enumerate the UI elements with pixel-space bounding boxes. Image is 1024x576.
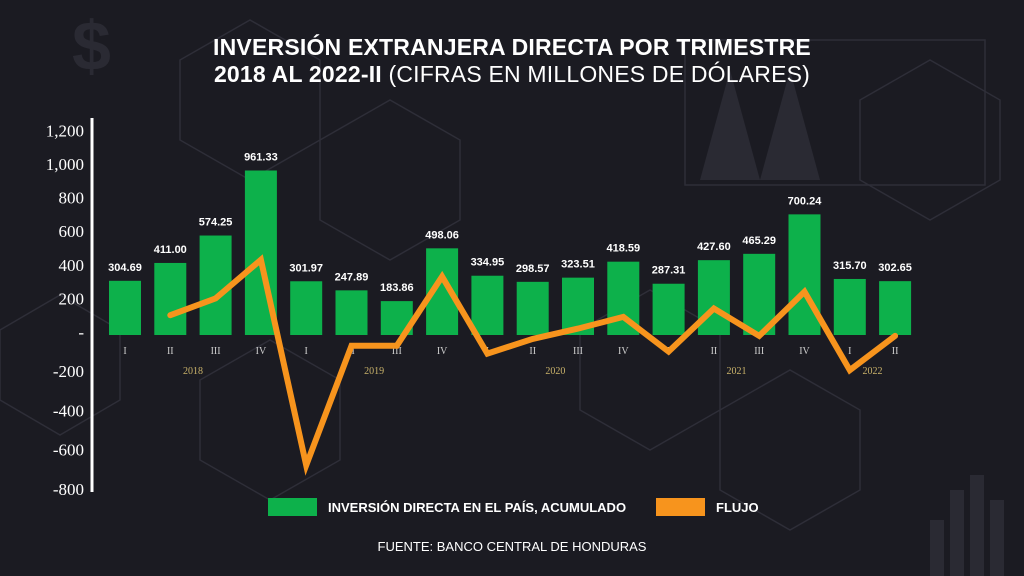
legend-label-line: FLUJO bbox=[716, 499, 759, 515]
bar bbox=[199, 235, 232, 335]
legend-label-bars: INVERSIÓN DIRECTA EN EL PAÍS, ACUMULADO bbox=[328, 499, 627, 515]
x-tick-label: IV bbox=[799, 346, 810, 357]
bar-data-label: 427.60 bbox=[697, 241, 731, 253]
subtitle-period: 2018 AL 2022-II bbox=[213, 61, 382, 87]
bar-data-label: 411.00 bbox=[154, 244, 187, 256]
y-tick-label: 1,000 bbox=[46, 155, 84, 174]
flujo-point bbox=[169, 314, 171, 316]
chart-title: INVERSIÓN EXTRANJERA DIRECTA POR TRIMEST… bbox=[213, 34, 811, 60]
bar bbox=[879, 281, 912, 335]
x-tick-label: III bbox=[573, 346, 583, 357]
flujo-point bbox=[215, 297, 217, 299]
y-tick-label: 400 bbox=[59, 256, 85, 275]
bar bbox=[516, 281, 549, 335]
y-tick-label: -800 bbox=[53, 480, 84, 499]
year-label: 2022 bbox=[862, 366, 882, 377]
subtitle-units: (CIFRAS EN MILLONES DE DÓLARES) bbox=[381, 61, 811, 87]
x-tick-label: II bbox=[167, 346, 174, 357]
bar bbox=[154, 262, 187, 335]
legend-swatch-bars bbox=[268, 498, 317, 516]
bar-data-label: 304.69 bbox=[108, 262, 142, 274]
bar-data-label: 961.33 bbox=[244, 151, 278, 163]
y-tick-label: 800 bbox=[59, 189, 85, 208]
dollar-icon: $ bbox=[72, 7, 111, 85]
bar-data-label: 183.86 bbox=[380, 282, 414, 294]
x-tick-label: II bbox=[892, 346, 899, 357]
y-tick-label: -400 bbox=[53, 401, 84, 420]
bar bbox=[652, 283, 685, 335]
flujo-point bbox=[894, 335, 896, 337]
flujo-point bbox=[849, 369, 851, 371]
flujo-point bbox=[396, 345, 398, 347]
year-label: 2021 bbox=[727, 366, 747, 377]
x-tick-label: I bbox=[848, 346, 851, 357]
bar bbox=[290, 281, 323, 335]
x-tick-label: I bbox=[305, 346, 308, 357]
y-tick-label: -200 bbox=[53, 362, 84, 381]
bar-data-label: 302.65 bbox=[878, 262, 912, 274]
year-label: 2018 bbox=[183, 366, 203, 377]
x-tick-label: I bbox=[123, 346, 126, 357]
bar bbox=[471, 275, 504, 335]
legend-item-line: FLUJO bbox=[656, 498, 759, 516]
year-label: 2019 bbox=[364, 366, 384, 377]
flujo-point bbox=[532, 338, 534, 340]
x-tick-label: IV bbox=[618, 346, 629, 357]
x-tick-label: III bbox=[211, 346, 221, 357]
flujo-point bbox=[577, 328, 579, 330]
y-tick-label: 1,200 bbox=[46, 121, 84, 140]
flujo-point bbox=[351, 345, 352, 347]
bar-data-label: 287.31 bbox=[652, 265, 686, 277]
bar bbox=[833, 278, 866, 335]
x-tick-label: II bbox=[711, 346, 718, 357]
bar-data-label: 247.89 bbox=[335, 271, 369, 283]
flujo-point bbox=[260, 259, 262, 261]
x-tick-label: IV bbox=[256, 346, 267, 357]
y-tick-label: - bbox=[78, 323, 84, 342]
bar-data-label: 301.97 bbox=[289, 262, 323, 274]
bar-data-label: 334.95 bbox=[471, 257, 505, 269]
flujo-point bbox=[804, 291, 805, 293]
bar-data-label: 700.24 bbox=[788, 195, 823, 207]
bar bbox=[109, 280, 141, 335]
bar-data-label: 323.51 bbox=[561, 259, 595, 271]
flujo-point bbox=[622, 316, 624, 318]
x-tick-label: IV bbox=[437, 346, 448, 357]
y-tick-label: 600 bbox=[59, 222, 85, 241]
legend-swatch-line bbox=[656, 498, 705, 516]
flujo-point bbox=[713, 307, 715, 309]
year-label: 2020 bbox=[545, 366, 565, 377]
x-tick-label: III bbox=[392, 346, 402, 357]
chart-subtitle: 2018 AL 2022-II (CIFRAS EN MILLONES DE D… bbox=[0, 61, 1024, 88]
flujo-point bbox=[758, 335, 760, 337]
y-tick-label: -600 bbox=[53, 441, 84, 460]
legend-item-bars: INVERSIÓN DIRECTA EN EL PAÍS, ACUMULADO bbox=[268, 498, 626, 516]
bar-data-label: 465.29 bbox=[742, 235, 776, 247]
bar-data-label: 315.70 bbox=[833, 260, 867, 272]
bar-data-label: 298.57 bbox=[516, 263, 550, 275]
bar-data-label: 498.06 bbox=[425, 229, 459, 241]
bar bbox=[697, 260, 730, 335]
bar bbox=[335, 290, 368, 335]
bar-data-label: 418.59 bbox=[606, 243, 640, 255]
flujo-point bbox=[486, 353, 488, 355]
x-tick-label: II bbox=[529, 346, 536, 357]
flujo-point bbox=[441, 276, 443, 278]
bar-data-label: 574.25 bbox=[199, 217, 233, 229]
source-note: FUENTE: BANCO CENTRAL DE HONDURAS bbox=[377, 539, 647, 554]
x-tick-label: III bbox=[754, 346, 764, 357]
flujo-point bbox=[668, 351, 670, 353]
flujo-point bbox=[305, 464, 307, 466]
y-tick-label: 200 bbox=[59, 289, 85, 308]
